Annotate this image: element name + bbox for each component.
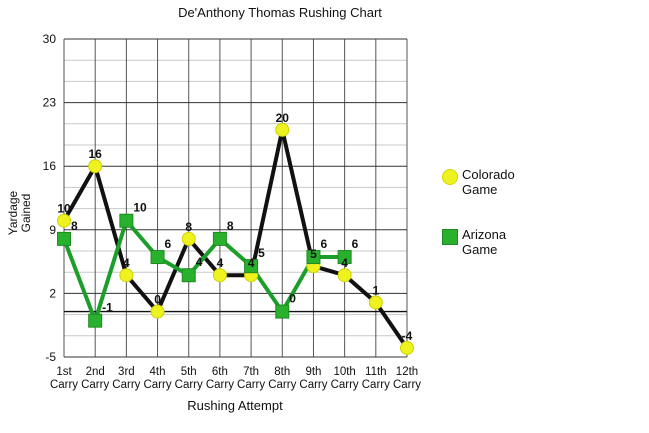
y-tick-label: -5 <box>45 350 56 364</box>
arizona-data-label: -1 <box>102 301 113 315</box>
colorado-data-label: 4 <box>341 256 348 270</box>
arizona-data-label: 10 <box>133 201 147 215</box>
arizona-data-label: 6 <box>352 237 359 251</box>
legend-circle-marker <box>437 169 463 185</box>
x-tick-label: 12th Carry <box>393 366 421 391</box>
colorado-data-label: 4 <box>248 256 255 270</box>
arizona-data-point <box>181 268 196 283</box>
y-tick-label: 23 <box>43 96 57 110</box>
x-tick-label: 11th Carry <box>362 366 390 391</box>
colorado-data-point <box>368 295 383 310</box>
x-axis-label: Rushing Attempt <box>187 398 283 413</box>
colorado-data-point <box>119 268 134 283</box>
x-tick-label: 2nd Carry <box>81 366 109 391</box>
arizona-data-label: 8 <box>71 219 78 233</box>
colorado-data-label: 8 <box>185 220 192 234</box>
arizona-data-point <box>337 250 352 265</box>
colorado-data-label: 5 <box>310 247 317 261</box>
y-axis-label: Yardage Gained <box>6 173 33 253</box>
arizona-data-point <box>57 231 71 246</box>
colorado-data-point <box>150 304 165 319</box>
legend-label-colorado: Colorado Game <box>462 167 515 197</box>
arizona-data-point <box>244 259 259 274</box>
y-axis-label-line-2: Gained <box>19 193 33 233</box>
x-tick-label: 4th Carry <box>143 366 171 391</box>
y-tick-label: 2 <box>49 286 56 300</box>
colorado-data-label: 10 <box>57 202 71 216</box>
colorado-data-point <box>337 268 352 283</box>
arizona-series-line <box>62 216 345 327</box>
legend-square-marker <box>437 229 463 245</box>
arizona-data-point <box>212 231 227 246</box>
x-tick-label: 1st Carry <box>50 366 78 391</box>
legend-label-arizona: Arizona Game <box>462 227 507 257</box>
colorado-data-label: 0 <box>154 293 161 307</box>
arizona-data-point <box>119 213 134 228</box>
x-tick-label: 8th Carry <box>268 366 296 391</box>
colorado-data-point <box>88 159 103 174</box>
arizona-data-label: 4 <box>196 255 203 269</box>
x-tick-label: 7th Carry <box>237 366 265 391</box>
y-tick-label: 16 <box>43 159 57 173</box>
arizona-data-label: 5 <box>258 246 265 260</box>
colorado-data-label: 4 <box>123 256 130 270</box>
arizona-data-label: 6 <box>320 237 327 251</box>
colorado-data-label: 4 <box>217 256 224 270</box>
colorado-data-point <box>275 122 290 137</box>
x-tick-label: 6th Carry <box>206 366 234 391</box>
colorado-data-point <box>400 340 414 355</box>
arizona-data-point <box>275 304 290 319</box>
arizona-data-point <box>306 250 321 265</box>
x-tick-label: 5th Carry <box>175 366 203 391</box>
colorado-data-label: -4 <box>402 329 413 343</box>
colorado-data-point <box>212 268 227 283</box>
arizona-data-label: 6 <box>165 237 172 251</box>
colorado-data-label: 1 <box>372 283 379 297</box>
colorado-data-point <box>181 231 196 246</box>
chart-title: De'Anthony Thomas Rushing Chart <box>178 5 382 20</box>
colorado-data-label: 16 <box>89 147 103 161</box>
arizona-data-point <box>88 313 103 328</box>
colorado-data-point <box>57 213 71 228</box>
arizona-data-label: 8 <box>227 219 234 233</box>
x-tick-label: 3rd Carry <box>112 366 140 391</box>
y-tick-label: 9 <box>49 223 56 237</box>
colorado-data-label: 20 <box>276 111 290 125</box>
arizona-data-point <box>150 250 165 265</box>
x-tick-label: 10th Carry <box>331 366 359 391</box>
x-tick-label: 9th Carry <box>299 366 327 391</box>
y-tick-label: 30 <box>43 32 57 46</box>
arizona-data-label: 0 <box>289 292 296 306</box>
